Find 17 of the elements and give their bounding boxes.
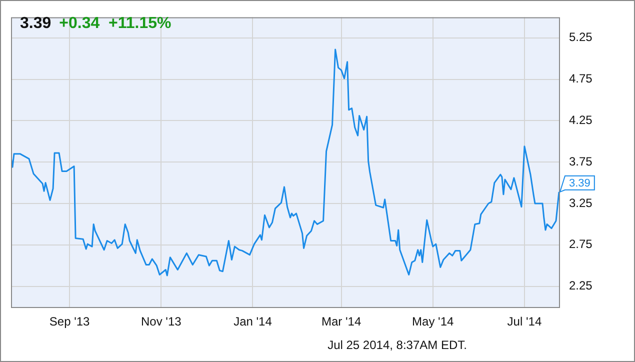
- y-tick-label: 3.75: [569, 154, 593, 168]
- x-tick-label: Sep '13: [49, 314, 90, 329]
- y-tick-label: 2.75: [569, 237, 593, 252]
- y-tick-label: 5.25: [569, 30, 593, 44]
- text: Jul 25 2014, 8:37AM EDT.: [328, 338, 467, 352]
- x-tick-label: Jan '14: [234, 314, 272, 329]
- y-tick-label: 3.25: [569, 196, 593, 210]
- chart-subtitle: +0.34 +11.15%: [59, 15, 172, 32]
- data-label: 3.39: [569, 177, 590, 190]
- y-tick-label: 4.75: [569, 72, 593, 86]
- x-tick-label: Mar '14: [321, 314, 362, 329]
- y-tick-label: 2.25: [569, 278, 593, 293]
- chart-title: 3.39: [20, 15, 52, 32]
- x-tick-label: Jul '14: [507, 314, 542, 329]
- x-tick-label: Nov '13: [140, 314, 182, 329]
- y-tick-label: 4.25: [569, 113, 593, 128]
- x-tick-label: May '14: [412, 314, 454, 329]
